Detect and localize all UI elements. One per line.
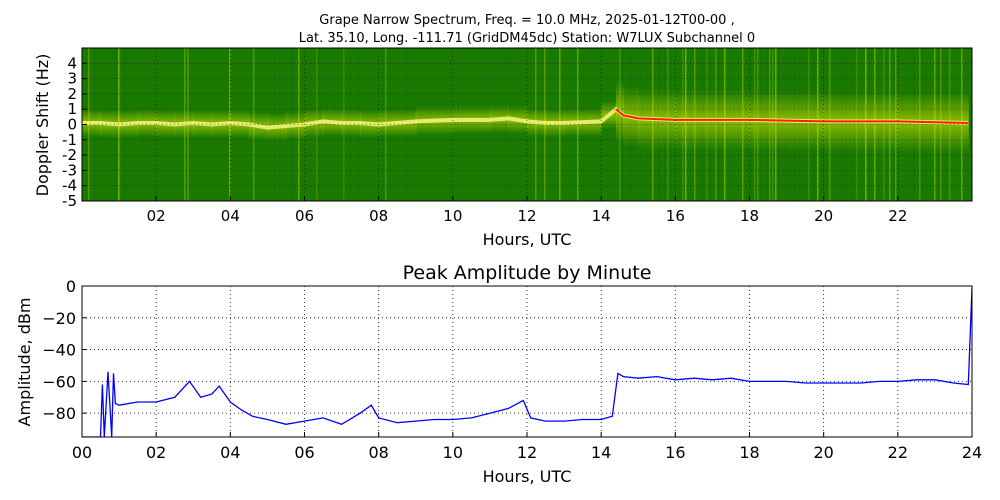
amplitude-tick-label-y: −20 [42, 309, 76, 328]
amplitude-tick-label-y: −40 [42, 341, 76, 360]
amplitude-tick-label-x: 18 [739, 443, 759, 462]
amplitude-tick-label-y: −60 [42, 372, 76, 391]
amplitude-panel: Peak Amplitude by Minute 00 02 04 06 08 10 12 1… [15, 262, 982, 486]
amplitude-tick-label-x: 12 [517, 443, 537, 462]
spectrogram-tick-label-x: 20 [814, 207, 833, 225]
spectrogram-tick-label-x: 06 [295, 207, 314, 225]
spectrogram-tick-label-x: 22 [888, 207, 907, 225]
spectrogram-grid [82, 48, 972, 201]
amplitude-tick-label-y: 0 [66, 277, 76, 296]
spectrogram-tick-label-y: -1 [62, 131, 77, 149]
amplitude-tick-label-x: 06 [294, 443, 314, 462]
amplitude-tick-label-x: 16 [665, 443, 685, 462]
amplitude-tick-label-x: 20 [813, 443, 833, 462]
spectrogram-tick-label-y: 2 [67, 85, 77, 103]
spectrogram-tick-label-y: 4 [67, 54, 77, 72]
spectrogram-tick-label-y: -4 [62, 177, 77, 195]
spectrogram-ylabel: Doppler Shift (Hz) [33, 54, 52, 197]
amplitude-xlabel: Hours, UTC [483, 467, 572, 486]
doppler-trace-peak [615, 108, 969, 124]
amplitude-tick-label-x: 04 [220, 443, 240, 462]
amplitude-axes: 00 02 04 06 08 10 12 14 16 18 20 22 24 0 −20 −40 −60 −80 [42, 277, 982, 462]
spectrogram-tick-label-y: 0 [67, 116, 77, 134]
spectrogram-tick-label-x: 12 [517, 207, 536, 225]
header-line-1: Grape Narrow Spectrum, Freq. = 10.0 MHz,… [319, 13, 734, 28]
spectrogram-tick-label-x: 18 [740, 207, 759, 225]
amplitude-tick-label-x: 00 [72, 443, 92, 462]
spectrogram-tick-label-y: -3 [62, 161, 77, 179]
amplitude-series [82, 287, 972, 437]
amplitude-tick-label-x: 10 [443, 443, 463, 462]
amplitude-tick-label-x: 14 [591, 443, 611, 462]
amplitude-plot-area [82, 286, 972, 437]
spectrogram-tick-label-y: 3 [67, 70, 77, 88]
spectrogram-tick-label-x: 08 [369, 207, 388, 225]
amplitude-tick-label-x: 24 [962, 443, 982, 462]
spectrogram-xlabel: Hours, UTC [483, 230, 572, 249]
amplitude-tick-label-x: 08 [368, 443, 388, 462]
amplitude-tick-label-y: −80 [42, 404, 76, 423]
spectrogram-tick-label-y: -2 [62, 146, 77, 164]
spectrogram-tick-label-x: 10 [443, 207, 462, 225]
header-line-2: Lat. 35.10, Long. -111.71 (GridDM45dc) S… [299, 31, 755, 46]
spectrogram-tick-label-x: 02 [147, 207, 166, 225]
amplitude-tick-label-x: 22 [888, 443, 908, 462]
spectrogram-tick-label-y: 1 [67, 100, 77, 118]
amplitude-tick-label-x: 02 [146, 443, 166, 462]
spectrogram-tick-label-x: 04 [221, 207, 240, 225]
amplitude-line [82, 287, 972, 437]
spectrogram-tick-label-x: 14 [592, 207, 611, 225]
amplitude-ylabel: Amplitude, dBm [15, 298, 34, 427]
spectrogram-tick-label-y: -5 [62, 192, 77, 210]
spectrogram-tick-label-x: 16 [666, 207, 685, 225]
amplitude-title: Peak Amplitude by Minute [403, 262, 652, 284]
